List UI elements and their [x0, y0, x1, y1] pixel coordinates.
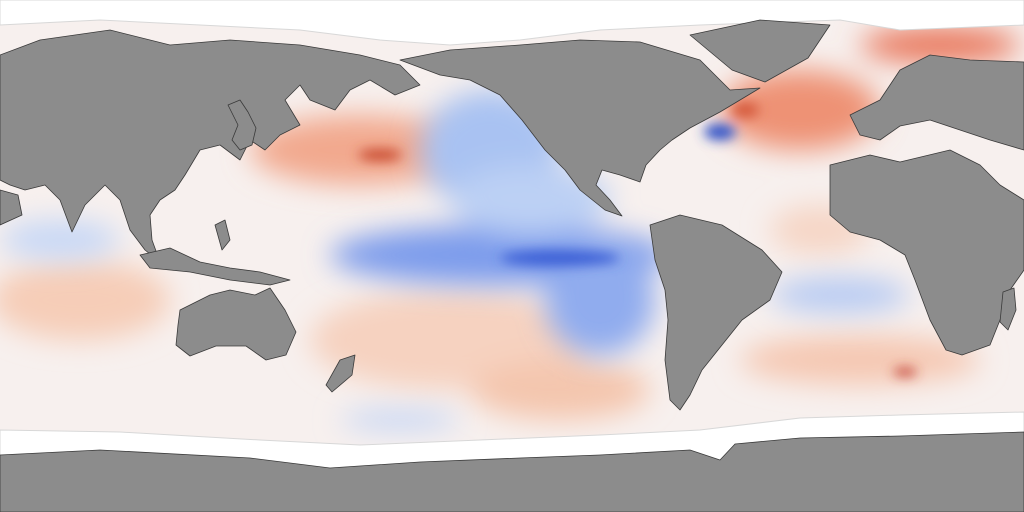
- cool-patch: [340, 410, 460, 430]
- warm-patch: [250, 115, 470, 185]
- warm-core: [358, 149, 402, 161]
- cool-core: [500, 250, 620, 266]
- cool-anomalies: [0, 90, 910, 430]
- europe: [849, 54, 1024, 151]
- asia: [0, 29, 421, 263]
- cool-patch: [545, 245, 655, 355]
- warm-patch: [720, 70, 880, 150]
- warm-patch: [860, 27, 1020, 63]
- warm-patch: [740, 335, 980, 385]
- warm-core: [731, 102, 759, 118]
- anomaly-field: [0, 27, 1020, 430]
- warm-patch: [470, 360, 650, 420]
- africa: [829, 149, 1024, 356]
- arabia: [0, 189, 23, 226]
- new-zealand: [325, 354, 356, 393]
- strong-anomalies: [358, 102, 917, 376]
- madagascar: [999, 287, 1017, 331]
- warm-anomalies: [0, 27, 1020, 420]
- warm-patch: [0, 260, 170, 340]
- australia: [175, 287, 297, 361]
- north-america: [399, 39, 761, 217]
- cool-patch: [770, 277, 910, 313]
- south-america: [649, 214, 783, 411]
- indonesia: [139, 247, 291, 286]
- japan: [227, 99, 257, 151]
- arctic-sea-ice: [0, 0, 1024, 46]
- land: [0, 19, 1024, 512]
- antarctica: [0, 431, 1024, 512]
- cool-core: [704, 124, 736, 140]
- cool-patch: [0, 220, 120, 260]
- warm-core: [893, 368, 917, 376]
- cool-patch: [450, 165, 610, 235]
- greenland: [689, 19, 831, 83]
- philippines: [214, 219, 231, 251]
